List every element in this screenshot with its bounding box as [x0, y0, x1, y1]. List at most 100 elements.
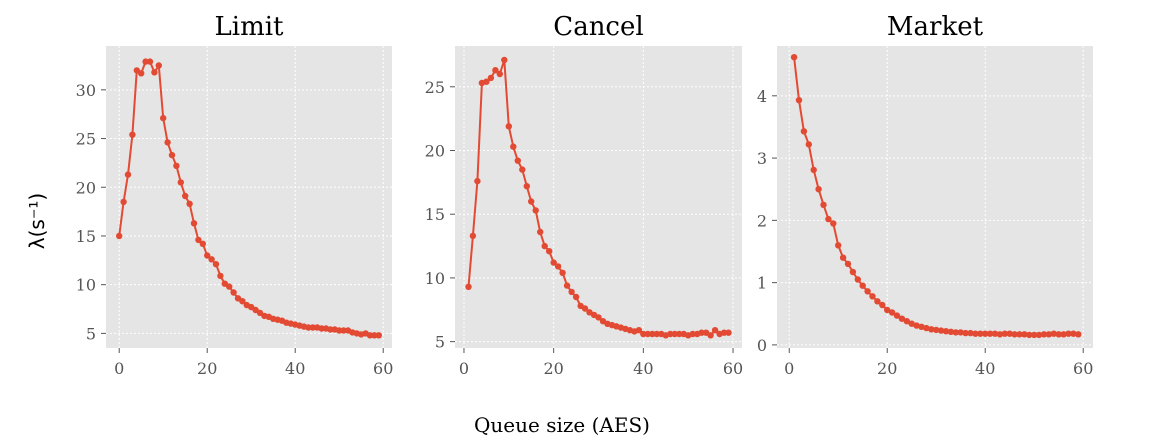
x-axis-label: Queue size (AES) — [474, 413, 650, 437]
market-data-point — [879, 301, 886, 309]
limit-data-point — [309, 324, 316, 331]
market-data-point — [825, 215, 832, 223]
market-data-point — [977, 330, 984, 337]
cancel-data-point — [725, 329, 732, 336]
cancel-data-point — [523, 183, 530, 190]
cancel-data-point — [501, 56, 508, 64]
cancel-plot-area — [455, 46, 742, 348]
cancel-y-tick-label: 20 — [425, 141, 445, 160]
market-data-point — [1045, 331, 1053, 338]
market-data-point — [991, 330, 999, 337]
cancel-data-point — [559, 269, 566, 276]
limit-data-point — [195, 236, 202, 244]
market-data-point — [1035, 331, 1043, 339]
cancel-data-point — [492, 67, 499, 74]
limit-title: Limit — [215, 12, 285, 42]
y-axis-label: λ(s⁻¹) — [25, 193, 49, 249]
cancel-y-tick-label: 25 — [425, 78, 445, 97]
limit-x-tick-label: 0 — [114, 359, 124, 378]
limit-data-point — [177, 179, 184, 186]
limit-data-point — [327, 326, 334, 333]
market-data-point — [952, 329, 959, 336]
cancel-data-point — [568, 288, 575, 296]
cancel-data-point — [563, 282, 571, 289]
limit-data-point — [186, 200, 193, 207]
cancel-data-point — [698, 329, 705, 336]
market-data-point — [790, 54, 798, 61]
market-data-point — [1001, 330, 1008, 337]
limit-data-point — [305, 324, 312, 331]
limit-x-tick-label: 40 — [285, 359, 305, 378]
limit-data-point — [318, 325, 325, 332]
cancel-data-point — [474, 177, 481, 185]
limit-x-tick-label: 20 — [197, 359, 217, 378]
limit-data-point — [142, 58, 149, 65]
market-data-point — [903, 318, 910, 325]
cancel-data-point — [595, 314, 602, 321]
market-x-tick-label: 0 — [784, 359, 794, 378]
limit-y-tick-label: 10 — [76, 276, 96, 295]
market-data-point — [972, 330, 979, 337]
cancel-data-point — [667, 330, 674, 338]
market-x-tick-label: 40 — [975, 359, 995, 378]
cancel-data-point — [528, 198, 535, 205]
market-data-point — [830, 220, 837, 227]
limit-y-tick-label: 5 — [86, 324, 96, 343]
cancel-data-point — [550, 259, 557, 266]
limit-panel: 0 20 40 60 5 10 15 20 25 30 Limit — [76, 12, 394, 378]
market-data-point — [982, 330, 989, 337]
cancel-data-point — [519, 166, 526, 173]
cancel-y-tick-label: 10 — [425, 269, 445, 288]
market-data-point — [869, 293, 876, 300]
cancel-data-point — [541, 242, 548, 250]
market-data-point — [937, 327, 945, 334]
cancel-data-point — [635, 327, 643, 334]
limit-data-point — [124, 171, 132, 178]
market-y-tick-label: 3 — [757, 149, 767, 168]
market-data-point — [918, 323, 925, 330]
cancel-x-tick-label: 0 — [459, 359, 469, 378]
limit-y-tick-label: 25 — [76, 130, 96, 149]
market-data-point — [1011, 331, 1018, 338]
cancel-data-point — [469, 232, 477, 240]
limit-data-point — [375, 332, 382, 339]
market-x-tick-label: 20 — [877, 359, 897, 378]
market-data-point — [795, 97, 803, 104]
market-data-point — [1031, 331, 1038, 339]
market-data-point — [1070, 330, 1077, 337]
cancel-data-point — [505, 123, 512, 130]
limit-data-point — [340, 327, 347, 334]
cancel-title: Cancel — [553, 12, 643, 42]
limit-data-point — [239, 298, 246, 305]
market-data-point — [898, 315, 906, 322]
market-data-point — [1065, 330, 1072, 337]
limit-y-tick-label: 20 — [76, 178, 96, 197]
market-data-point — [942, 328, 950, 335]
market-data-point — [800, 128, 808, 135]
market-data-point — [859, 282, 866, 289]
market-data-point — [908, 320, 915, 327]
market-data-point — [874, 298, 881, 305]
market-data-point — [1021, 331, 1028, 338]
cancel-data-point — [581, 305, 589, 312]
market-y-tick-label: 0 — [757, 336, 767, 355]
limit-data-point — [160, 114, 167, 122]
market-data-point — [933, 326, 940, 334]
limit-data-point — [168, 151, 176, 159]
cancel-data-point — [644, 330, 651, 338]
market-y-tick-label: 4 — [757, 87, 767, 106]
cancel-data-point — [707, 332, 714, 339]
limit-data-point — [138, 70, 145, 77]
market-data-point — [996, 331, 1004, 338]
cancel-data-point — [532, 207, 539, 214]
cancel-data-point — [711, 327, 719, 334]
cancel-data-point — [720, 329, 728, 336]
cancel-y-tick-label: 15 — [425, 205, 445, 224]
limit-data-point — [120, 198, 127, 206]
market-plot-area — [777, 46, 1093, 348]
cancel-data-point — [554, 263, 562, 270]
limit-data-point — [173, 162, 180, 169]
market-data-point — [947, 328, 955, 335]
limit-data-point — [199, 240, 206, 247]
